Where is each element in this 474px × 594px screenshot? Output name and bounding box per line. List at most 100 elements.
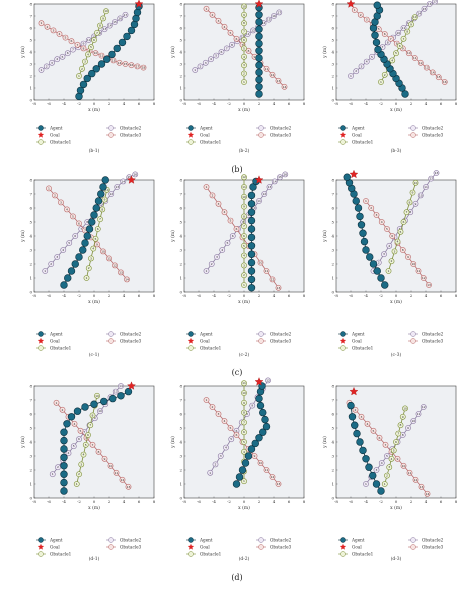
step-number: 14	[283, 85, 287, 89]
legend-marker	[188, 537, 194, 543]
legend-marker	[258, 331, 264, 337]
obstacle1-point	[241, 79, 247, 85]
x-tick-label: -8	[334, 101, 338, 106]
x-tick-label: -8	[334, 499, 338, 504]
step-number: 6	[78, 437, 80, 441]
step-number: 12	[262, 192, 266, 196]
legend-label-goal: Goal	[352, 339, 362, 344]
obstacle1-point	[378, 79, 384, 85]
legend-marker	[410, 132, 416, 138]
step-number: 3	[205, 61, 207, 65]
step-number: 11	[115, 471, 119, 475]
obstacle1-point	[241, 262, 247, 269]
step-number: 11	[265, 269, 269, 273]
step-number: 2	[355, 408, 357, 412]
obstacle3-point	[106, 255, 112, 262]
step-number: 2	[370, 206, 372, 210]
obstacle1-point	[394, 238, 401, 245]
agent-point	[92, 204, 100, 212]
step-number: 12	[419, 61, 423, 65]
legend-label-goal: Goal	[50, 133, 60, 138]
legend-marker	[340, 551, 346, 557]
y-tick-label: 2	[331, 73, 334, 78]
obstacle2-point	[428, 175, 435, 182]
subplot-label: (c-3)	[391, 351, 402, 358]
obstacle3-point	[411, 55, 418, 61]
legend-label-agent: Agent	[351, 332, 365, 337]
y-tick-label: 3	[179, 247, 182, 252]
x-tick-label: 8	[303, 101, 306, 106]
step-number: 2	[378, 261, 380, 265]
legend-marker	[340, 125, 346, 131]
step-number: 9	[83, 42, 85, 46]
x-tick-label: 4	[273, 499, 276, 504]
y-tick-label: 5	[179, 37, 182, 42]
x-tick-label: -8	[182, 499, 186, 504]
x-tick-label: 0	[243, 293, 246, 298]
step-number: 2	[62, 408, 64, 412]
agent-point	[369, 24, 378, 32]
agent-point	[60, 470, 68, 478]
step-number: 5	[373, 429, 375, 433]
step-number: 15	[113, 20, 117, 24]
agent-point	[75, 253, 83, 261]
step-number: 15	[278, 175, 282, 179]
obstacle1-point	[409, 189, 416, 196]
legend-goal-marker	[339, 131, 347, 138]
x-tick-label: 4	[425, 293, 428, 298]
y-tick-label: 7	[179, 13, 182, 18]
agent-point	[90, 400, 98, 408]
obstacle2-point	[70, 46, 76, 53]
obstacle1-point	[241, 193, 247, 200]
y-tick-label: 3	[179, 61, 182, 66]
y-tick-label: 6	[179, 205, 182, 210]
obstacle1-point	[88, 44, 94, 51]
step-number: 12	[422, 405, 426, 409]
obstacle3-point	[53, 399, 60, 406]
agent-point	[373, 267, 381, 275]
x-tick-label: 8	[153, 101, 156, 106]
obstacle3-point	[423, 64, 430, 71]
obstacle2-point	[42, 268, 49, 274]
x-tick-label: 0	[395, 499, 398, 504]
step-number: 4	[391, 457, 393, 461]
obstacle3-point	[215, 411, 222, 417]
step-number: 13	[425, 66, 429, 70]
legend-label-obstacle3: Obstacle3	[422, 339, 444, 344]
agent-point	[60, 462, 68, 470]
obstacle3-point	[263, 65, 270, 72]
legend-label-obstacle2: Obstacle2	[120, 126, 142, 131]
legend: Agent Goal Obstacle1 Obstacle2 Obstacle3	[36, 537, 142, 557]
legend-goal-marker	[37, 131, 45, 138]
obstacle1-point	[89, 412, 96, 419]
obstacle3-point	[352, 406, 359, 413]
legend-label-obstacle1: Obstacle1	[352, 346, 374, 351]
subplot-label: (d-3)	[391, 555, 402, 562]
step-number: 1	[373, 269, 375, 273]
y-tick-label: 1	[331, 481, 334, 486]
step-number: 10	[413, 15, 417, 19]
agent-point	[235, 473, 244, 481]
y-tick-label: 4	[29, 439, 32, 444]
step-number: 8	[402, 248, 404, 252]
obstacle2-point	[353, 68, 360, 75]
x-tick-label: 0	[243, 101, 246, 106]
obstacle1-point	[91, 37, 97, 43]
step-number: 10	[411, 419, 415, 423]
step-number: 6	[236, 433, 238, 437]
agent-point	[92, 65, 100, 73]
obstacle2-point	[118, 383, 124, 389]
x-tick-label: 2	[258, 293, 261, 298]
legend-label-obstacle1: Obstacle1	[200, 140, 222, 145]
step-number: 2	[243, 72, 245, 76]
step-number: 12	[113, 263, 117, 267]
x-axis-label: x (m)	[390, 504, 402, 511]
obstacle2-point	[203, 268, 210, 274]
agent-point	[247, 284, 256, 292]
agent-point	[64, 274, 72, 282]
obstacle1-path	[78, 11, 107, 77]
agent-point	[259, 408, 267, 417]
legend-label-obstacle2: Obstacle2	[422, 126, 444, 131]
y-tick-label: 8	[331, 383, 334, 388]
